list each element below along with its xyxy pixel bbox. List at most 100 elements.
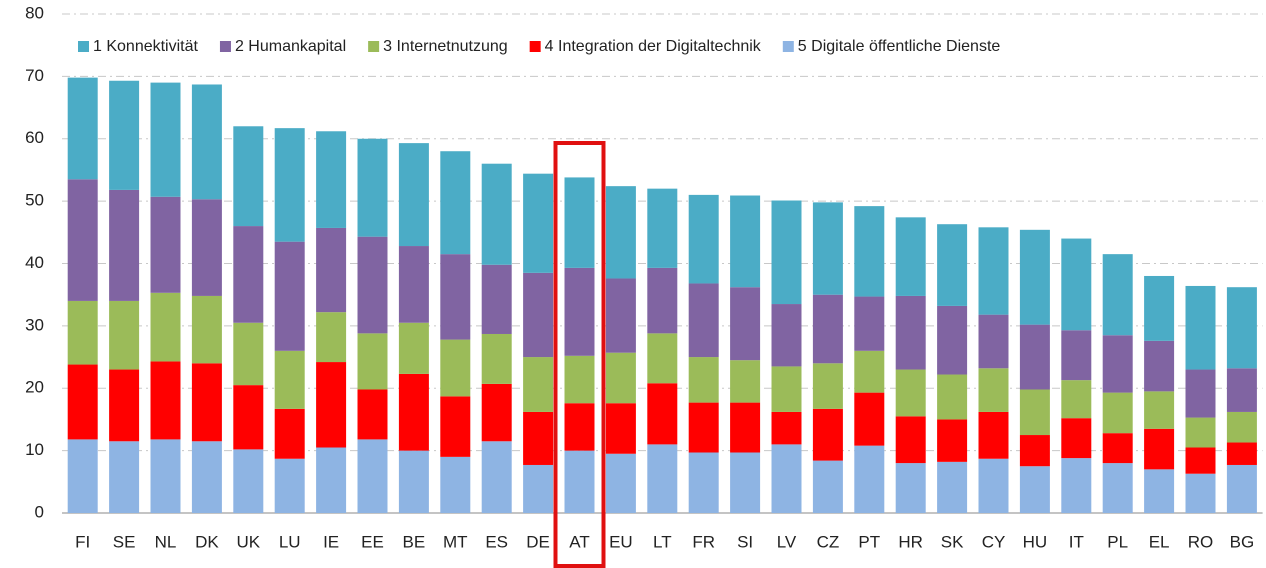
x-tick-label: HU: [1023, 532, 1048, 551]
bar-segment: [1226, 442, 1257, 465]
bar-segment: [1144, 428, 1175, 470]
x-tick-label: RO: [1188, 532, 1214, 551]
bar-segment: [854, 350, 885, 393]
bar-segment: [274, 458, 305, 513]
bar-segment: [647, 333, 678, 384]
bar-segment: [647, 267, 678, 334]
bar-segment: [1185, 369, 1216, 418]
bar-segment: [398, 322, 429, 374]
bar-segment: [150, 439, 181, 513]
y-tick-label: 80: [25, 3, 44, 22]
bar-segment: [440, 456, 471, 513]
bar-segment: [523, 464, 554, 513]
x-tick-label: EU: [609, 532, 633, 551]
y-tick-label: 10: [25, 440, 44, 459]
bar-segment: [605, 352, 636, 404]
bar-segment: [564, 403, 595, 451]
y-tick-label: 60: [25, 128, 44, 147]
bar-segment: [688, 357, 719, 403]
x-tick-label: NL: [155, 532, 177, 551]
x-tick-label: ES: [485, 532, 508, 551]
y-tick-label: 0: [35, 502, 44, 521]
bar-segment: [978, 458, 1009, 513]
legend-label: 5 Digitale öffentliche Dienste: [798, 38, 1001, 55]
bar-segment: [191, 199, 222, 296]
bar-segment: [316, 447, 347, 513]
bar-segment: [605, 453, 636, 513]
bar-segment: [688, 194, 719, 284]
bar-segment: [937, 461, 968, 513]
bar-segment: [771, 411, 802, 445]
bar-segment: [812, 460, 843, 513]
bar-segment: [233, 322, 264, 386]
x-tick-label: DE: [526, 532, 550, 551]
x-tick-label: EE: [361, 532, 384, 551]
bar-segment: [937, 305, 968, 375]
bar-segment: [1019, 324, 1050, 390]
bar-segment: [523, 173, 554, 273]
bar-segment: [937, 374, 968, 420]
bar-segment: [978, 411, 1009, 459]
bar-segment: [357, 439, 388, 513]
x-tick-label: IT: [1069, 532, 1084, 551]
bar-segment: [605, 186, 636, 279]
bar-segment: [191, 295, 222, 364]
y-tick-label: 40: [25, 253, 44, 272]
legend-swatch: [368, 41, 380, 52]
bar-segment: [316, 362, 347, 448]
bar-segment: [1061, 330, 1092, 381]
bar-segment: [1061, 380, 1092, 419]
bar-segment: [191, 363, 222, 442]
bar-segment: [978, 368, 1009, 412]
bar-segment: [730, 360, 761, 403]
bar-segment: [398, 246, 429, 323]
bar-segment: [1144, 391, 1175, 429]
bar-segment: [1102, 392, 1133, 434]
x-tick-label: SE: [113, 532, 136, 551]
y-tick-label: 50: [25, 191, 44, 210]
bar-segment: [647, 188, 678, 268]
bar-segment: [1226, 411, 1257, 443]
bar-segment: [1019, 466, 1050, 513]
bar-segment: [1019, 229, 1050, 325]
x-tick-label: IE: [323, 532, 339, 551]
bar-segment: [730, 452, 761, 513]
y-tick-label: 70: [25, 66, 44, 85]
legend-swatch: [78, 41, 89, 52]
bar-segment: [1226, 287, 1257, 369]
bar-segment: [109, 441, 140, 513]
bar-segment: [150, 361, 181, 440]
x-tick-label: BE: [403, 532, 426, 551]
bar-segment: [812, 363, 843, 409]
bar-segment: [978, 314, 1009, 369]
legend-label: 4 Integration der Digitaltechnik: [545, 38, 762, 55]
bar-segment: [523, 411, 554, 465]
x-tick-label: AT: [569, 532, 589, 551]
bar-segment: [357, 333, 388, 390]
bar-segment: [191, 84, 222, 200]
bar-segment: [233, 385, 264, 450]
bar-segment: [440, 339, 471, 397]
bar-segment: [1226, 368, 1257, 412]
bar-segment: [1061, 458, 1092, 513]
bar-segment: [564, 267, 595, 356]
x-tick-label: SI: [737, 532, 753, 551]
bar-segment: [109, 80, 140, 190]
x-tick-label: CZ: [817, 532, 840, 551]
bar-segment: [440, 151, 471, 255]
bar-segment: [895, 463, 926, 513]
bar-segment: [150, 292, 181, 362]
bar-segment: [1102, 463, 1133, 513]
bar-segment: [688, 402, 719, 453]
bar-segment: [647, 444, 678, 513]
bar-segment: [109, 300, 140, 370]
bar-segment: [605, 278, 636, 353]
bar-segment: [398, 450, 429, 513]
bar-segment: [274, 408, 305, 459]
bar-segment: [398, 373, 429, 451]
x-tick-label: UK: [236, 532, 260, 551]
x-tick-label: LT: [653, 532, 672, 551]
bar-segment: [564, 450, 595, 513]
bar-segment: [1144, 469, 1175, 513]
x-tick-label: LU: [279, 532, 301, 551]
